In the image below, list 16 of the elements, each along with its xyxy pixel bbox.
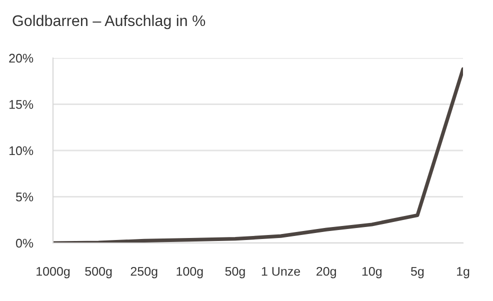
x-tick-label: 1000g <box>36 266 70 278</box>
y-tick-label: 15% <box>9 100 34 109</box>
x-tick-label: 250g <box>130 266 158 278</box>
chart-title: Goldbarren – Aufschlag in % <box>12 14 206 30</box>
x-tick-label: 5g <box>410 267 424 278</box>
y-tick-label: 0% <box>16 238 34 248</box>
x-tick-label: 20g <box>316 266 336 278</box>
x-tick-label: 1g <box>457 267 470 278</box>
y-tick-label: 10% <box>9 146 34 156</box>
y-tick-label: 20% <box>9 54 34 63</box>
y-tick-label: 5% <box>16 192 34 202</box>
x-tick-label: 50g <box>225 266 245 278</box>
x-tick-label: 10g <box>362 266 382 278</box>
x-tick-label: 500g <box>85 266 112 278</box>
x-tick-label: 1 Unze <box>262 267 300 276</box>
x-tick-label: 100g <box>176 266 203 278</box>
